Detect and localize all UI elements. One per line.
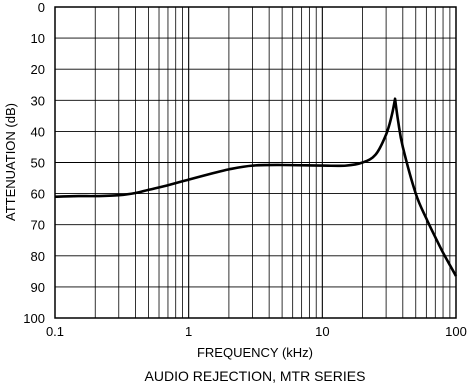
plot-frame: [54, 6, 457, 319]
y-tick-labels: 0 10 20 30 40 50 60 70 80 90 100: [23, 0, 45, 326]
x-tick-label: 100: [445, 324, 467, 339]
y-tick-label: 80: [31, 249, 45, 264]
y-tick-label: 100: [23, 311, 45, 326]
y-tick-label: 70: [31, 218, 45, 233]
y-tick-label: 50: [31, 156, 45, 171]
y-tick-label: 60: [31, 187, 45, 202]
y-tick-label: 30: [31, 93, 45, 108]
y-tick-label: 20: [31, 62, 45, 77]
chart-title: AUDIO REJECTION, MTR SERIES: [145, 368, 366, 384]
x-tick-label: 1: [185, 324, 192, 339]
x-tick-label: 0.1: [46, 324, 64, 339]
series-layer: [54, 97, 458, 277]
y-tick-label: 90: [31, 280, 45, 295]
grid: [55, 7, 456, 318]
x-tick-labels: 0.1 1 10 100: [46, 324, 467, 339]
attenuation-curve: [54, 97, 458, 277]
y-tick-label: 0: [38, 0, 45, 15]
y-axis-title: ATTENUATION (dB): [3, 103, 18, 221]
x-axis-title: FREQUENCY (kHz): [197, 345, 313, 360]
y-tick-label: 10: [31, 31, 45, 46]
x-tick-label: 10: [315, 324, 329, 339]
y-tick-label: 40: [31, 124, 45, 139]
